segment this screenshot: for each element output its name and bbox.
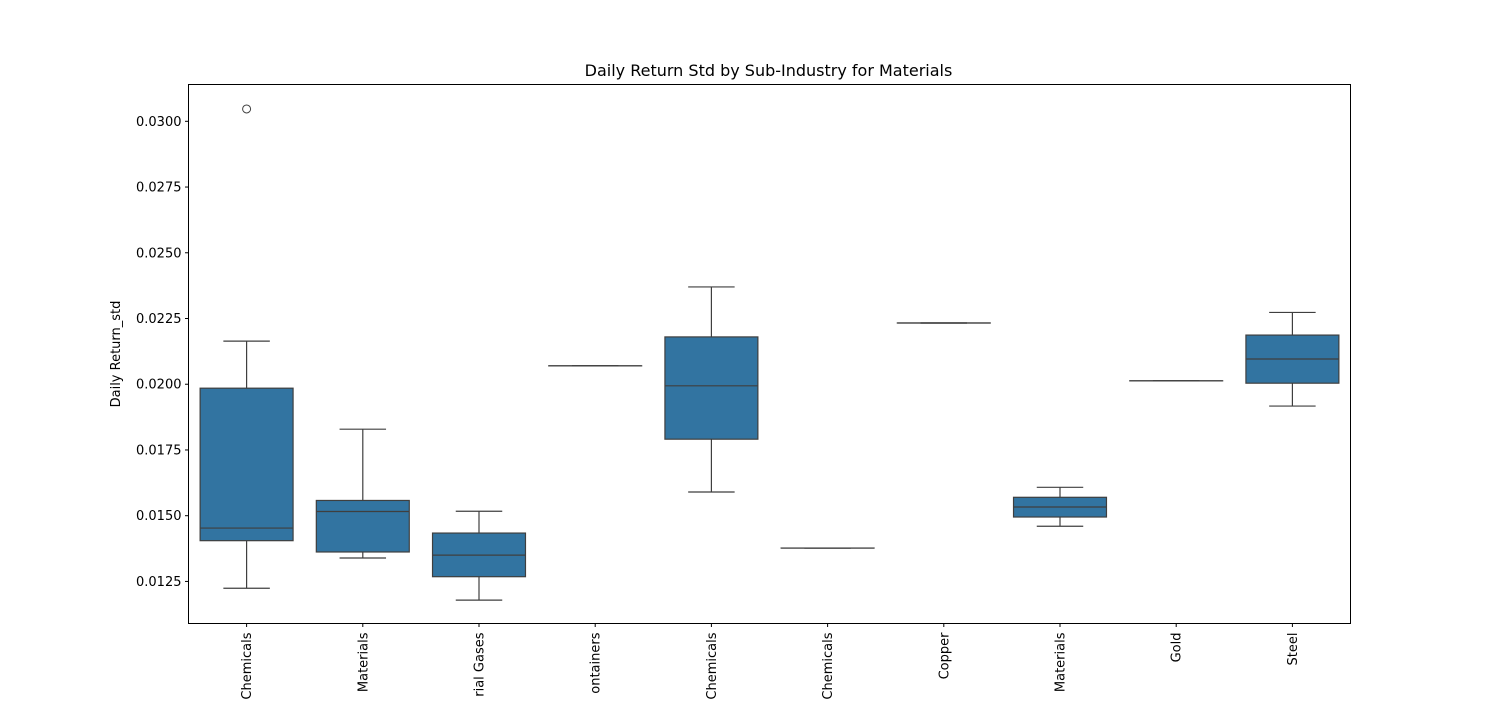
x-tick-label: Copper bbox=[937, 632, 952, 680]
outlier-point bbox=[243, 105, 251, 113]
y-tick-label: 0.0150 bbox=[136, 509, 182, 524]
y-tick-label: 0.0250 bbox=[136, 246, 182, 261]
box-iqr bbox=[316, 500, 409, 552]
y-tick-label: 0.0300 bbox=[136, 115, 182, 130]
x-tick-label: Materials bbox=[356, 632, 371, 692]
x-tick-label: Gold bbox=[1170, 633, 1185, 663]
y-tick-label: 0.0125 bbox=[136, 575, 182, 590]
y-tick-label: 0.0275 bbox=[136, 181, 182, 196]
x-tick-label: Chemicals bbox=[240, 632, 255, 699]
x-tick-label: Chemicals bbox=[821, 632, 836, 699]
x-tick-label: Chemicals bbox=[705, 632, 720, 699]
box-iqr bbox=[665, 337, 758, 439]
box-7 bbox=[1014, 487, 1107, 526]
x-tick-label: ontainers bbox=[589, 632, 604, 693]
x-axis-ticks: Chemicals Materials rial Gases ontainers Che… bbox=[240, 624, 1301, 700]
y-tick-label: 0.0225 bbox=[136, 312, 182, 327]
chart-title: Daily Return Std by Sub-Industry for Mat… bbox=[585, 61, 953, 80]
box-2 bbox=[433, 511, 526, 600]
box-iqr bbox=[200, 388, 293, 540]
box-9 bbox=[1246, 312, 1339, 406]
box-0 bbox=[200, 105, 293, 588]
y-tick-label: 0.0175 bbox=[136, 443, 182, 458]
x-tick-label: rial Gases bbox=[473, 632, 488, 696]
x-tick-label: Materials bbox=[1054, 632, 1069, 692]
y-axis-label: Daily Return_std bbox=[109, 301, 124, 408]
x-tick-label: Steel bbox=[1286, 633, 1301, 666]
y-tick-label: 0.0200 bbox=[136, 378, 182, 393]
box-1 bbox=[316, 429, 409, 558]
y-axis-ticks: 0.0125 0.0150 0.0175 0.0200 0.0225 0.0250 0.02… bbox=[136, 115, 189, 590]
boxes-layer bbox=[200, 105, 1339, 600]
box-4 bbox=[665, 287, 758, 492]
